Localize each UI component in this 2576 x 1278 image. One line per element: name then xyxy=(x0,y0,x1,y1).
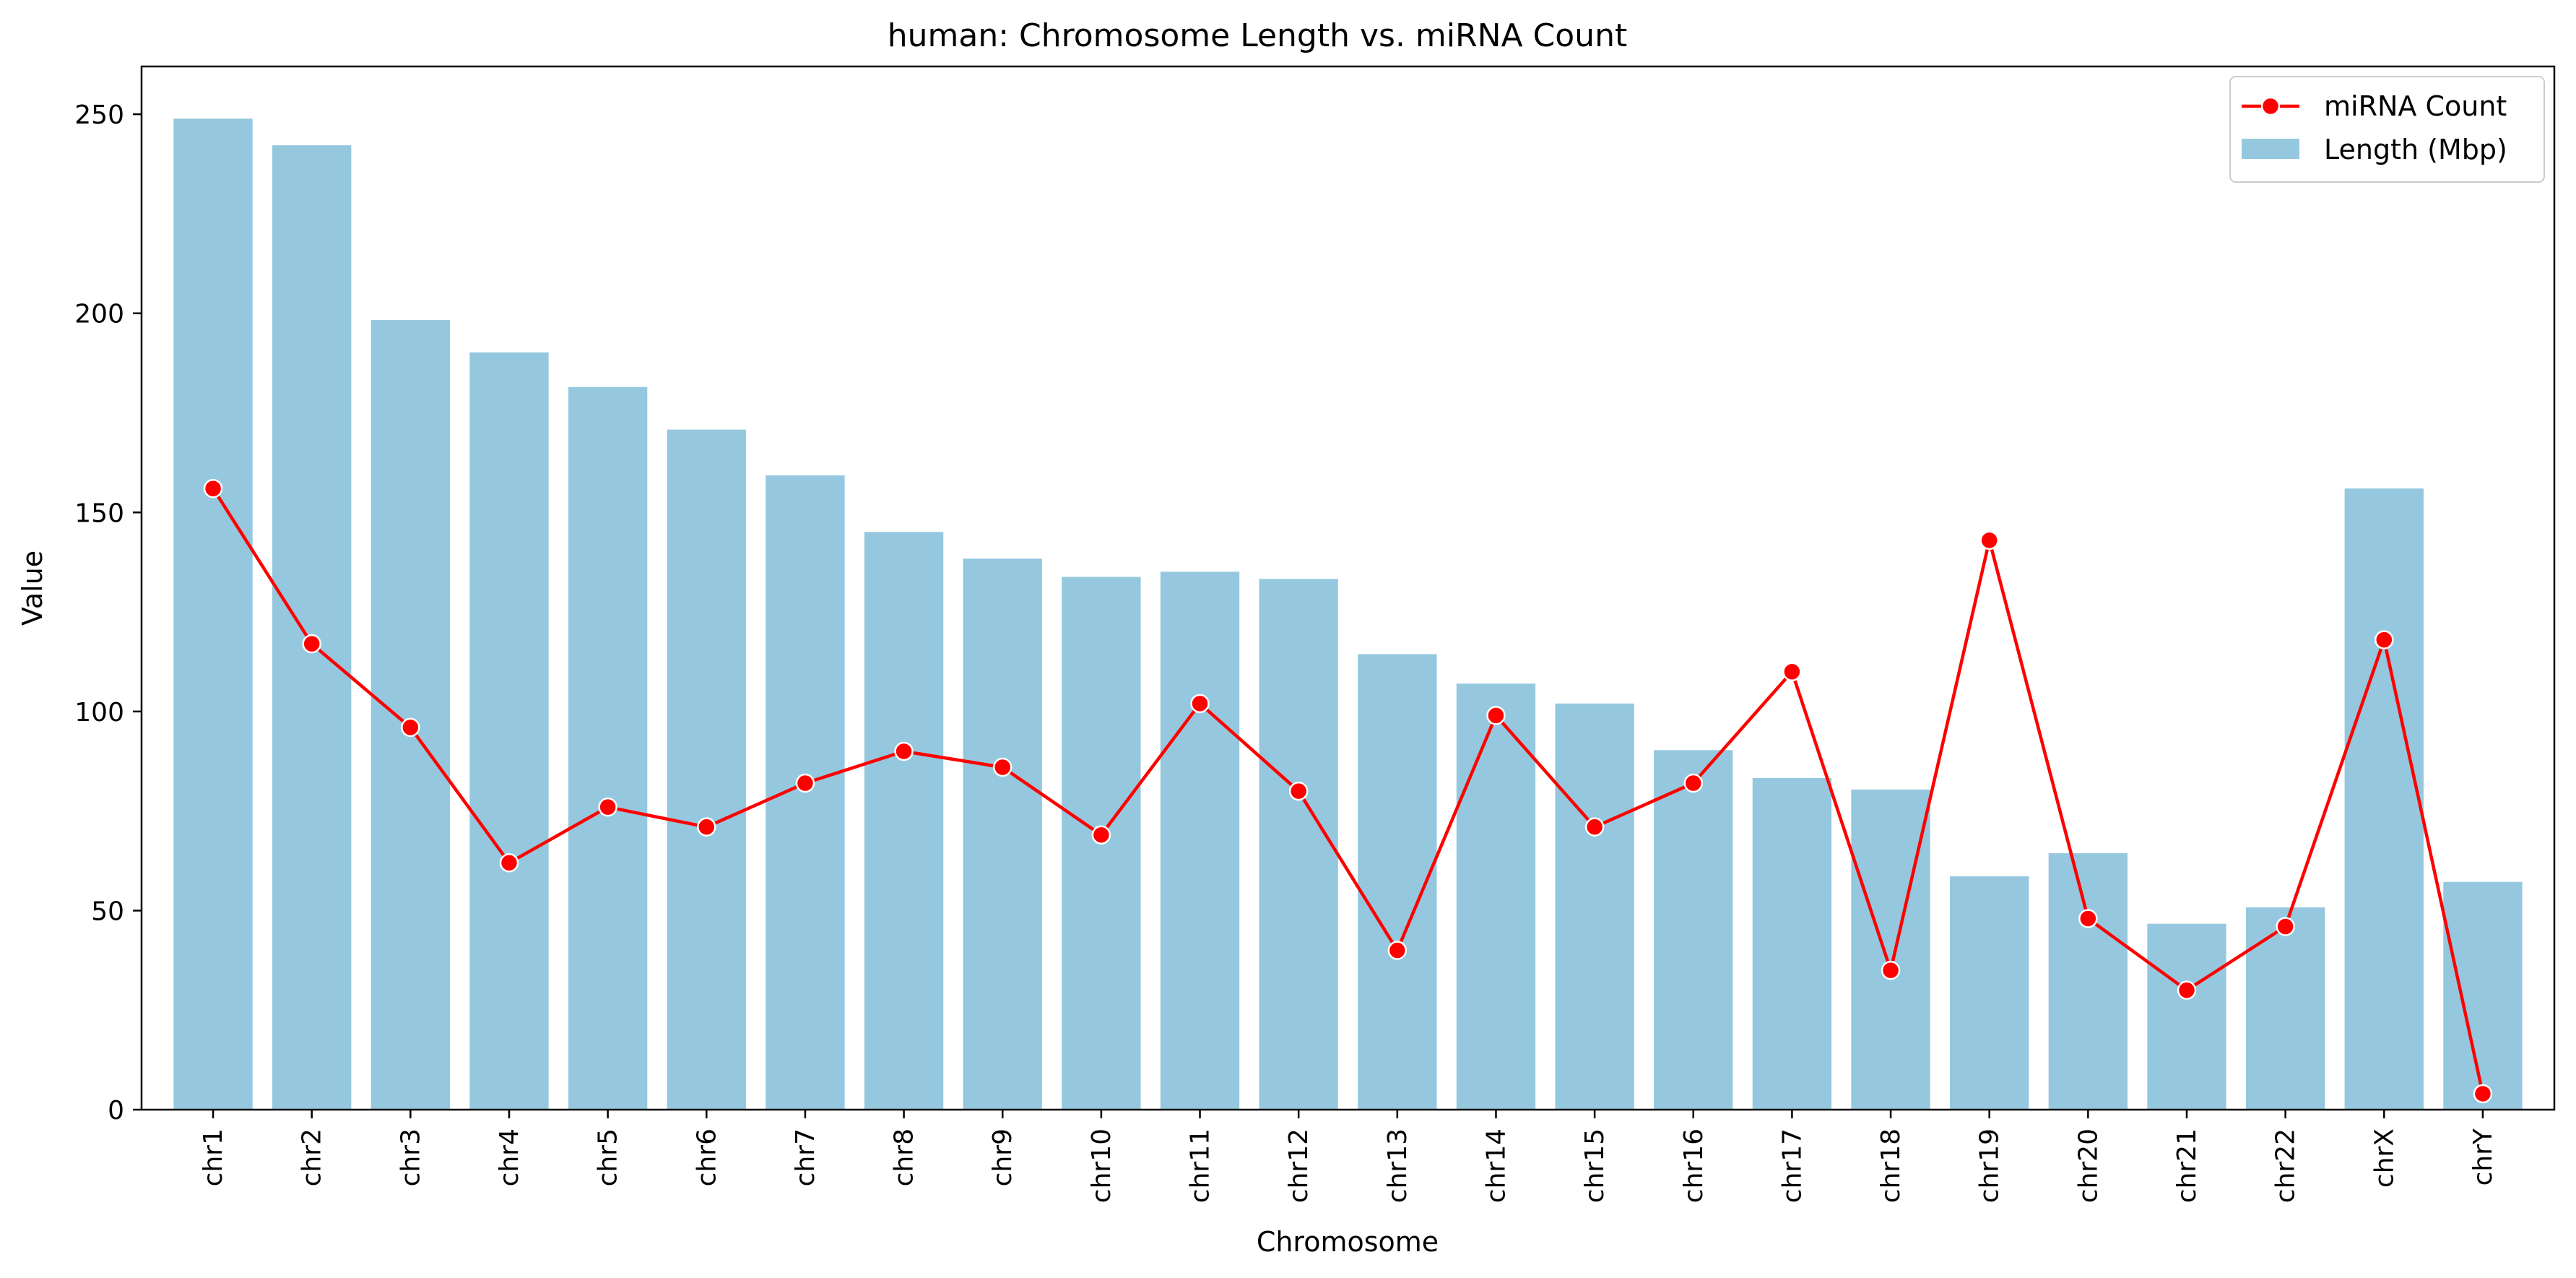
bar-chrX xyxy=(2344,488,2424,1110)
x-tick-label: chr20 xyxy=(2073,1128,2103,1203)
mirna-point-chr2 xyxy=(302,634,321,654)
bar-chr5 xyxy=(568,387,648,1110)
x-tick-label: chr5 xyxy=(594,1128,623,1186)
y-axis-label: Value xyxy=(17,551,48,626)
legend-label-mirna-count: miRNA Count xyxy=(2324,90,2507,122)
legend: miRNA Count Length (Mbp) xyxy=(2229,76,2545,183)
x-tick-label: chr2 xyxy=(298,1128,327,1186)
bar-chrY xyxy=(2443,881,2523,1110)
mirna-point-chr8 xyxy=(894,741,914,761)
y-tick-label: 200 xyxy=(74,300,124,329)
bar-chr14 xyxy=(1456,683,1536,1110)
y-tick-label: 0 xyxy=(108,1096,124,1126)
x-tick-label: chr1 xyxy=(199,1128,228,1186)
mirna-point-chr10 xyxy=(1091,825,1111,845)
y-tick-label: 50 xyxy=(91,897,124,926)
mirna-point-chr12 xyxy=(1288,781,1309,801)
x-tick-label: chr9 xyxy=(988,1128,1018,1186)
x-tick-label: chrY xyxy=(2468,1128,2498,1186)
mirna-point-chr16 xyxy=(1683,773,1704,793)
mirna-point-chr5 xyxy=(598,797,617,817)
legend-box xyxy=(2229,76,2545,183)
y-tick-label: 100 xyxy=(74,698,124,727)
legend-marker-swatch xyxy=(2260,96,2281,116)
bar-chr1 xyxy=(173,118,253,1110)
bar-chr8 xyxy=(864,532,944,1110)
x-tick-label: chr15 xyxy=(1580,1128,1610,1203)
mirna-count-line xyxy=(212,488,2485,1094)
mirna-point-chr4 xyxy=(499,853,519,873)
x-tick-label: chr11 xyxy=(1186,1128,1215,1203)
bar-chr19 xyxy=(1950,876,2029,1110)
bar-chr15 xyxy=(1555,703,1634,1110)
mirna-point-chr15 xyxy=(1584,817,1605,837)
bar-chr3 xyxy=(370,320,451,1110)
mirna-point-chrY xyxy=(2473,1084,2493,1104)
bar-chr12 xyxy=(1259,579,1338,1110)
y-tick-label: 150 xyxy=(74,498,124,528)
bar-chr9 xyxy=(963,558,1042,1110)
mirna-point-chrX xyxy=(2375,630,2394,649)
x-tick-label: chr13 xyxy=(1383,1128,1413,1203)
x-axis-label: Chromosome xyxy=(1257,1226,1439,1258)
x-tick-label: chr16 xyxy=(1679,1128,1709,1203)
bar-chr11 xyxy=(1160,571,1240,1110)
bar-chr18 xyxy=(1851,789,1930,1110)
plot-frame xyxy=(140,65,2556,1111)
mirna-point-chr3 xyxy=(401,717,420,738)
y-axis: 0 50 100 150 200 250 xyxy=(74,100,142,1126)
bar-chr4 xyxy=(469,352,549,1110)
x-tick-label: chr7 xyxy=(791,1128,820,1186)
x-tick-label: chr17 xyxy=(1777,1128,1807,1203)
y-tick-label: 250 xyxy=(74,100,124,130)
x-tick-label: chr14 xyxy=(1481,1128,1511,1203)
bar-chr22 xyxy=(2245,907,2325,1110)
mirna-point-chr21 xyxy=(2177,980,2197,1000)
mirna-point-chr13 xyxy=(1387,941,1408,960)
legend-label-length: Length (Mbp) xyxy=(2324,134,2507,165)
bar-chr2 xyxy=(272,145,352,1110)
mirna-point-chr20 xyxy=(2078,909,2098,928)
mirna-point-chr7 xyxy=(795,773,815,793)
bar-chr16 xyxy=(1654,750,1733,1110)
x-tick-label: chr3 xyxy=(396,1128,425,1186)
x-tick-label: chr4 xyxy=(495,1128,524,1186)
mirna-point-chr19 xyxy=(1979,530,1999,551)
legend-bar-swatch xyxy=(2242,139,2299,159)
x-tick-label: chr19 xyxy=(1975,1128,2005,1203)
bar-chr21 xyxy=(2147,923,2226,1110)
x-tick-label: chr22 xyxy=(2271,1128,2301,1203)
x-tick-label: chrX xyxy=(2369,1128,2399,1188)
line-layer xyxy=(203,478,2493,1104)
x-tick-label: chr6 xyxy=(692,1128,721,1186)
mirna-point-chr18 xyxy=(1881,960,1901,980)
x-tick-label: chr12 xyxy=(1284,1128,1314,1203)
mirna-point-chr22 xyxy=(2276,917,2295,936)
mirna-point-chr1 xyxy=(203,478,223,498)
chart-title: human: Chromosome Length vs. miRNA Count xyxy=(888,17,1628,54)
bar-chr20 xyxy=(2048,853,2128,1110)
x-tick-label: chr10 xyxy=(1087,1128,1116,1203)
mirna-point-chr6 xyxy=(697,817,716,837)
x-tick-label: chr21 xyxy=(2172,1128,2202,1203)
bars-layer xyxy=(173,118,2523,1110)
bar-chr13 xyxy=(1358,654,1437,1110)
mirna-point-chr17 xyxy=(1782,662,1802,681)
bar-chr6 xyxy=(667,429,746,1110)
x-axis: chr1 chr2 chr3 chr4 chr5 chr6 chr7 chr8 chr9 chr1… xyxy=(199,1110,2498,1203)
x-tick-label: chr18 xyxy=(1876,1128,1906,1203)
bar-chr17 xyxy=(1752,777,1832,1110)
x-tick-label: chr8 xyxy=(890,1128,919,1186)
mirna-point-chr14 xyxy=(1486,706,1506,725)
mirna-point-chr9 xyxy=(992,757,1012,777)
mirna-point-chr11 xyxy=(1190,694,1210,714)
